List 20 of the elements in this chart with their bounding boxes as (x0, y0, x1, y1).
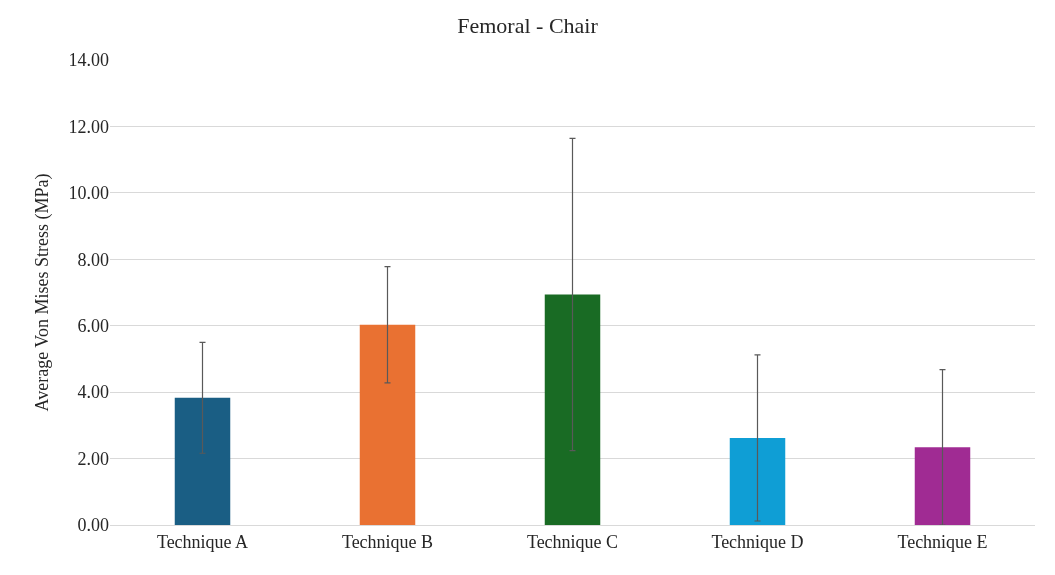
bar (729, 437, 786, 525)
chart-title: Femoral - Chair (457, 12, 599, 38)
y-tick-label: 12.00 (68, 116, 109, 137)
x-tick-label: Technique A (156, 531, 249, 552)
bar (174, 397, 231, 525)
y-tick-label: 2.00 (77, 448, 109, 469)
bar (544, 294, 601, 525)
y-tick-label: 0.00 (77, 515, 109, 536)
y-tick-label: 4.00 (77, 382, 109, 403)
y-tick-label: 8.00 (77, 249, 109, 270)
x-tick-label: Technique B (341, 531, 434, 552)
y-tick-label: 6.00 (77, 316, 109, 337)
bar (359, 324, 416, 525)
x-tick-label: Technique E (897, 531, 988, 552)
x-tick-label: Technique C (526, 531, 619, 552)
x-tick-label: Technique D (711, 531, 804, 552)
bar (914, 447, 971, 525)
y-axis-title: Average Von Mises Stress (MPa) (31, 173, 53, 412)
y-tick-label: 10.00 (68, 183, 109, 204)
y-tick-label: 14.00 (68, 50, 109, 71)
